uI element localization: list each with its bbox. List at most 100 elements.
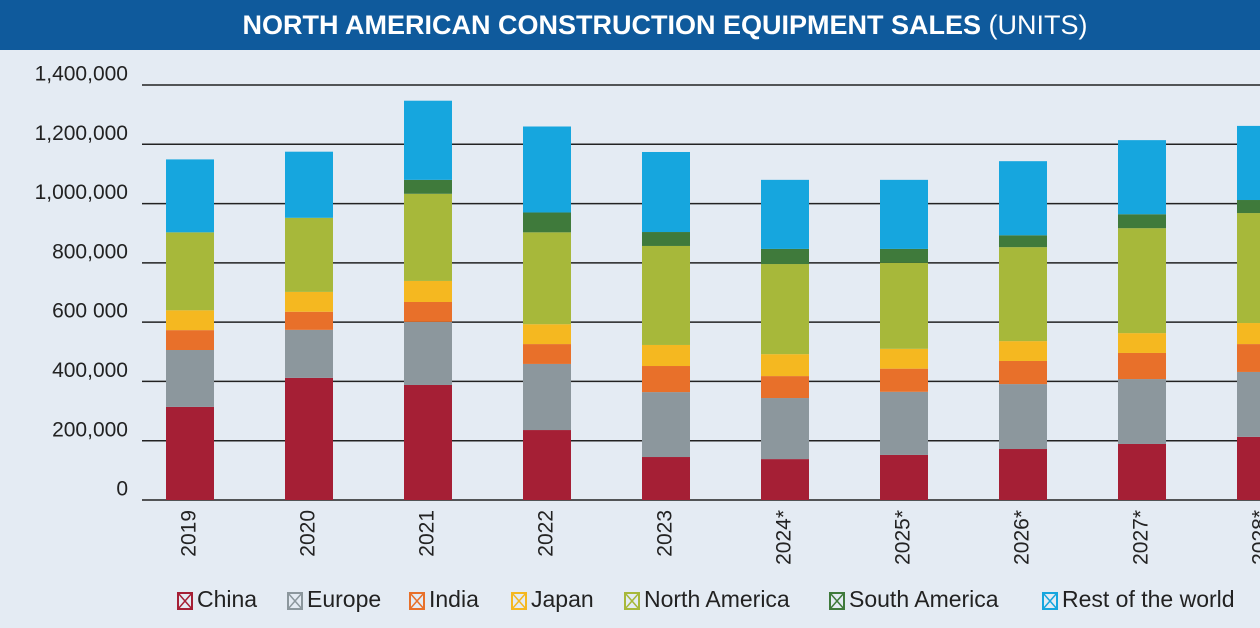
- bar-segment: [285, 377, 333, 500]
- x-tick-label: 2022: [535, 510, 558, 557]
- bar-segment: [285, 151, 333, 218]
- bar-segment: [404, 301, 452, 322]
- bar-segment: [880, 262, 928, 349]
- legend-swatch: [177, 592, 193, 610]
- x-tick-label: 2019: [178, 510, 201, 557]
- bar-segment: [166, 310, 214, 331]
- legend-swatch: [1042, 592, 1058, 610]
- bar-segment: [761, 398, 809, 460]
- y-tick-label: 600 000: [52, 300, 128, 323]
- chart-title-line: NORTH AMERICAN CONSTRUCTION EQUIPMENT SA…: [242, 10, 1087, 40]
- legend-label: Japan: [531, 586, 594, 612]
- bar-segment: [1237, 200, 1260, 214]
- bar-segment: [523, 126, 571, 213]
- legend-swatch-hatch: [624, 592, 640, 610]
- legend-label: North America: [644, 586, 790, 612]
- legend-swatch: [409, 592, 425, 610]
- bar-segment: [761, 376, 809, 399]
- bar-segment: [1118, 228, 1166, 334]
- bar-segment: [1237, 371, 1260, 437]
- bar-segment: [1237, 344, 1260, 372]
- bar-segment: [166, 350, 214, 407]
- legend-swatch: [829, 592, 845, 610]
- bar-segment: [880, 391, 928, 455]
- chart-title: NORTH AMERICAN CONSTRUCTION EQUIPMENT SA…: [242, 10, 981, 40]
- bar-segment: [999, 341, 1047, 361]
- x-tick-label: 2027*: [1130, 510, 1153, 565]
- chart-subtitle: (UNITS): [989, 10, 1088, 40]
- x-tick-label: 2024*: [773, 510, 796, 565]
- bar-segment: [880, 248, 928, 263]
- x-tick-label: 2025*: [892, 510, 915, 565]
- legend-label: Europe: [307, 586, 381, 612]
- legend-swatch-hatch: [409, 592, 425, 610]
- bar-segment: [761, 459, 809, 500]
- bar-segment: [642, 344, 690, 367]
- bar-segment: [1118, 443, 1166, 500]
- bar-segment: [1118, 140, 1166, 215]
- x-tick-label: 2026*: [1011, 510, 1034, 565]
- legend-swatch-hatch: [177, 592, 193, 610]
- bar-segment: [761, 264, 809, 355]
- bar-segment: [880, 179, 928, 249]
- x-tick-label: 2028*: [1249, 510, 1260, 565]
- bar-segment: [285, 311, 333, 330]
- bar-segment: [166, 159, 214, 233]
- legend-swatch-hatch: [1042, 592, 1058, 610]
- bar-segment: [1118, 214, 1166, 229]
- x-tick-label: 2021: [416, 510, 439, 557]
- bar-segment: [761, 248, 809, 265]
- bar-segment: [761, 179, 809, 249]
- bar-segment: [999, 247, 1047, 342]
- x-tick-label: 2023: [654, 510, 677, 557]
- bar-segment: [523, 232, 571, 325]
- y-tick-label: 1,200,000: [35, 122, 128, 145]
- bar-segment: [404, 280, 452, 302]
- bar-segment: [1118, 333, 1166, 353]
- y-tick-label: 200,000: [52, 418, 128, 441]
- bar-segment: [404, 193, 452, 281]
- y-tick-label: 1,400,000: [35, 63, 128, 86]
- bar-segment: [880, 454, 928, 500]
- bar-segment: [999, 235, 1047, 248]
- bar-segment: [642, 392, 690, 458]
- bar-segment: [642, 151, 690, 233]
- legend-swatch: [511, 592, 527, 610]
- bar-segment: [285, 217, 333, 292]
- bar-segment: [1237, 125, 1260, 201]
- bar-segment: [642, 366, 690, 393]
- bar-segment: [642, 232, 690, 246]
- bar-segment: [1118, 352, 1166, 380]
- bar-segment: [999, 449, 1047, 500]
- x-tick-label: 2020: [297, 510, 320, 557]
- bar-segment: [404, 100, 452, 180]
- legend-swatch-hatch: [829, 592, 845, 610]
- bar-segment: [642, 457, 690, 500]
- legend-label: South America: [849, 586, 999, 612]
- bar-segment: [999, 161, 1047, 236]
- bar-segment: [1237, 213, 1260, 324]
- bar-segment: [166, 232, 214, 311]
- bar-segment: [285, 291, 333, 312]
- bar-segment: [166, 330, 214, 351]
- legend-label: India: [429, 586, 479, 612]
- bar-segment: [404, 179, 452, 194]
- bar-segment: [999, 360, 1047, 385]
- bar-segment: [1237, 323, 1260, 345]
- bar-segment: [523, 344, 571, 364]
- y-tick-label: 1,000,000: [35, 181, 128, 204]
- legend-swatch: [624, 592, 640, 610]
- bar-segment: [880, 348, 928, 369]
- legend-label: Rest of the world: [1062, 586, 1235, 612]
- bar-segment: [285, 329, 333, 378]
- bar-segment: [761, 354, 809, 377]
- bar-segment: [999, 384, 1047, 450]
- bar-segment: [404, 321, 452, 385]
- bar-segment: [523, 363, 571, 431]
- bar-segment: [404, 384, 452, 500]
- bar-segment: [166, 406, 214, 500]
- legend-swatch-hatch: [511, 592, 527, 610]
- y-tick-label: 400,000: [52, 359, 128, 382]
